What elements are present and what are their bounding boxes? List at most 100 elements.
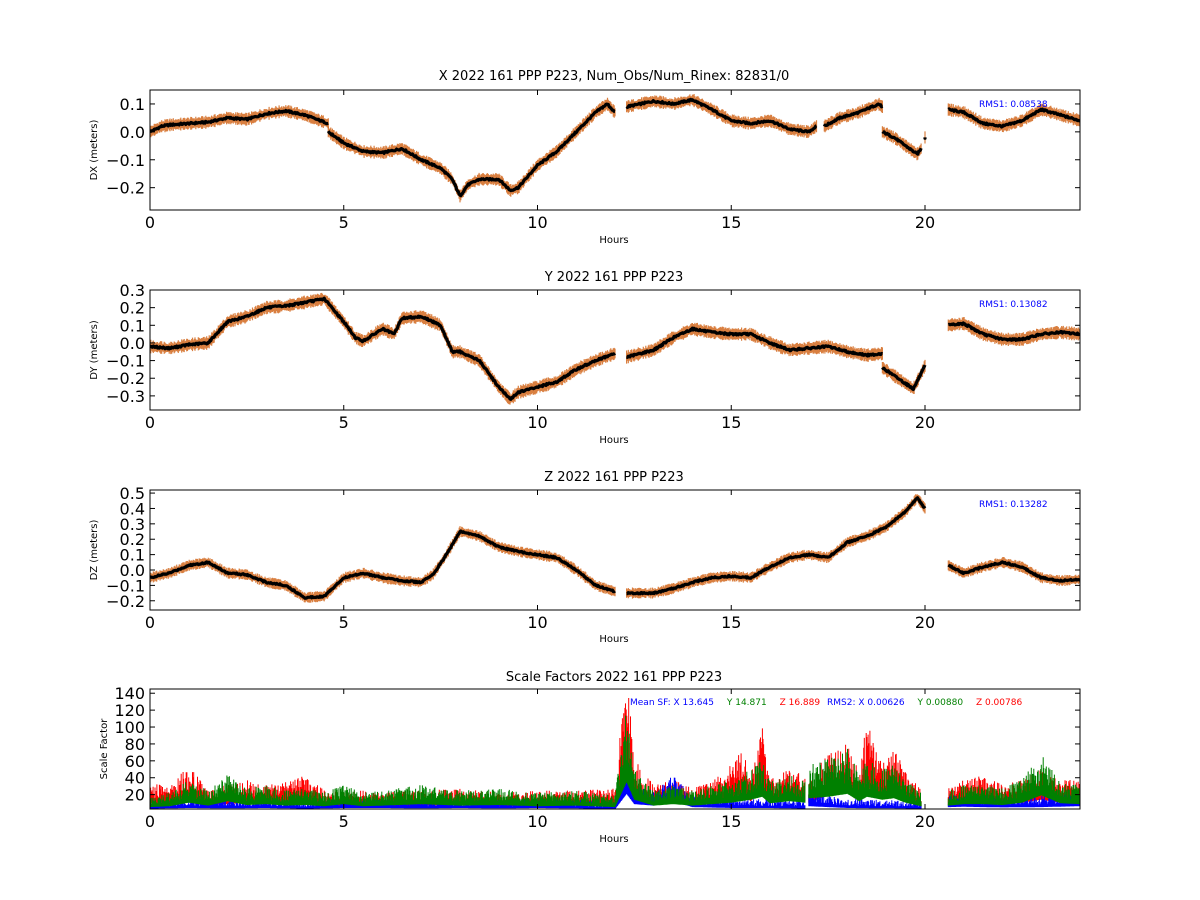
scatter-series-6 bbox=[150, 715, 806, 808]
y-tick-label: −0.2 bbox=[106, 369, 145, 388]
panel-scale-factors: Scale Factors 2022 161 PPP P223 0 5 10 15 20… bbox=[99, 670, 1081, 845]
y-tick-label: 0.1 bbox=[120, 316, 145, 335]
x-tick-label: 10 bbox=[527, 613, 547, 632]
panel-title: Z 2022 161 PPP P223 bbox=[544, 470, 684, 485]
plot-area-dy bbox=[150, 292, 1080, 405]
x-tick-label: 0 bbox=[145, 812, 155, 831]
series-line-3 bbox=[822, 102, 884, 128]
axis-ticks-dz: 0 5 10 15 20 0.50.40.30.20.10.0−0.1−0.2 bbox=[106, 484, 1080, 632]
mean-sf-x: Mean SF: X 13.645 bbox=[630, 698, 714, 708]
x-axis-label: Hours bbox=[599, 834, 628, 845]
y-tick-label: 0.4 bbox=[120, 499, 145, 518]
x-tick-label: 10 bbox=[527, 413, 547, 432]
x-tick-label: 20 bbox=[915, 413, 935, 432]
y-tick-label: −0.1 bbox=[106, 151, 145, 170]
axis-ticks-dy: 0 5 10 15 20 0.30.20.10.0−0.1−0.2−0.3 bbox=[106, 281, 1080, 432]
x-axis-label: Hours bbox=[599, 235, 628, 246]
axes-frame bbox=[149, 89, 1081, 211]
y-tick-label: 0.3 bbox=[120, 281, 145, 300]
x-tick-label: 0 bbox=[145, 413, 155, 432]
y-tick-label: 0.3 bbox=[120, 515, 145, 534]
y-tick-label: 120 bbox=[114, 701, 145, 720]
x-tick-label: 5 bbox=[339, 812, 349, 831]
plot-area-scale bbox=[150, 698, 1080, 809]
series-line-6 bbox=[947, 107, 1080, 129]
rms2-y: Y 0.00880 bbox=[916, 698, 963, 708]
y-tick-label: 0.0 bbox=[120, 561, 145, 580]
series-line-0 bbox=[150, 529, 616, 600]
series-line-0 bbox=[150, 108, 329, 134]
y-tick-label: 140 bbox=[114, 684, 145, 703]
mean-sf-z: Z 16.889 bbox=[780, 698, 821, 708]
axes-frame bbox=[149, 688, 1081, 810]
x-tick-label: 15 bbox=[721, 812, 741, 831]
panel-dz: Z 2022 161 PPP P223 0 5 10 15 20 0.50.40.30.2… bbox=[89, 470, 1081, 645]
y-tick-label: 0.2 bbox=[120, 530, 145, 549]
mean-sf-y: Y 14.871 bbox=[726, 698, 767, 708]
scale-annotation: Mean SF: X 13.645 Y 14.871 Z 16.889 RMS2… bbox=[630, 698, 1022, 708]
x-tick-label: 15 bbox=[721, 213, 741, 232]
scatter-series-7 bbox=[808, 748, 922, 807]
y-tick-label: 0.0 bbox=[120, 123, 145, 142]
rms2-x: RMS2: X 0.00626 bbox=[827, 698, 905, 708]
y-axis-label: DX (meters) bbox=[89, 119, 100, 180]
y-tick-label: 0.1 bbox=[120, 546, 145, 565]
x-tick-label: 5 bbox=[339, 213, 349, 232]
y-tick-label: 60 bbox=[125, 752, 145, 771]
rms-annotation: RMS1: 0.13282 bbox=[979, 500, 1048, 510]
x-tick-label: 10 bbox=[527, 213, 547, 232]
rms-annotation: RMS1: 0.13082 bbox=[979, 300, 1048, 310]
y-tick-label: −0.3 bbox=[106, 387, 145, 406]
x-tick-label: 20 bbox=[915, 213, 935, 232]
x-tick-label: 5 bbox=[339, 413, 349, 432]
y-tick-label: 40 bbox=[125, 769, 145, 788]
x-tick-label: 15 bbox=[721, 413, 741, 432]
y-tick-label: −0.2 bbox=[106, 592, 145, 611]
series-line-2 bbox=[881, 364, 927, 392]
x-tick-label: 5 bbox=[339, 613, 349, 632]
panel-dy: Y 2022 161 PPP P223 0 5 10 15 20 0.30.20.10.0… bbox=[89, 270, 1081, 446]
x-tick-label: 20 bbox=[915, 812, 935, 831]
y-tick-label: 0.5 bbox=[120, 484, 145, 503]
y-axis-label: Scale Factor bbox=[99, 718, 110, 780]
panel-title: Scale Factors 2022 161 PPP P223 bbox=[506, 670, 722, 685]
rms-annotation: RMS1: 0.08538 bbox=[979, 100, 1048, 110]
y-tick-label: 0.1 bbox=[120, 95, 145, 114]
series-line-4 bbox=[881, 130, 923, 156]
scatter-series-8 bbox=[947, 757, 1080, 806]
y-tick-label: 20 bbox=[125, 786, 145, 805]
y-axis-label: DZ (meters) bbox=[89, 519, 100, 580]
y-tick-label: −0.2 bbox=[106, 179, 145, 198]
plot-area-dx bbox=[150, 94, 1080, 203]
series-line-0 bbox=[150, 296, 617, 401]
y-tick-label: −0.1 bbox=[106, 352, 145, 371]
x-tick-label: 10 bbox=[527, 812, 547, 831]
y-axis-label: DY (meters) bbox=[89, 320, 100, 380]
panel-dx: X 2022 161 PPP P223, Num_Obs/Num_Rinex: … bbox=[89, 69, 1081, 246]
x-axis-label: Hours bbox=[599, 435, 628, 446]
x-tick-label: 0 bbox=[145, 613, 155, 632]
series-line-1 bbox=[625, 496, 927, 596]
x-tick-label: 0 bbox=[145, 213, 155, 232]
scatter-series-4 bbox=[808, 792, 922, 809]
series-line-1 bbox=[625, 326, 884, 359]
series-line-1 bbox=[326, 102, 616, 198]
x-axis-label: Hours bbox=[599, 634, 628, 645]
panel-title: X 2022 161 PPP P223, Num_Obs/Num_Rinex: … bbox=[439, 69, 790, 84]
axis-ticks-dx: 0 5 10 15 20 0.1 0.0 −0.1 −0.2 bbox=[106, 90, 1080, 232]
x-tick-label: 20 bbox=[915, 613, 935, 632]
plot-area-dz bbox=[150, 494, 1080, 603]
axes-frame bbox=[149, 289, 1081, 411]
axes-frame bbox=[149, 489, 1081, 611]
series-line-3 bbox=[947, 321, 1080, 342]
y-tick-label: 100 bbox=[114, 718, 145, 737]
x-tick-label: 15 bbox=[721, 613, 741, 632]
panel-title: Y 2022 161 PPP P223 bbox=[544, 270, 684, 285]
y-tick-label: −0.1 bbox=[106, 576, 145, 595]
y-tick-label: 0.2 bbox=[120, 299, 145, 318]
series-line-2 bbox=[625, 97, 818, 134]
series-line-2 bbox=[947, 560, 1080, 583]
